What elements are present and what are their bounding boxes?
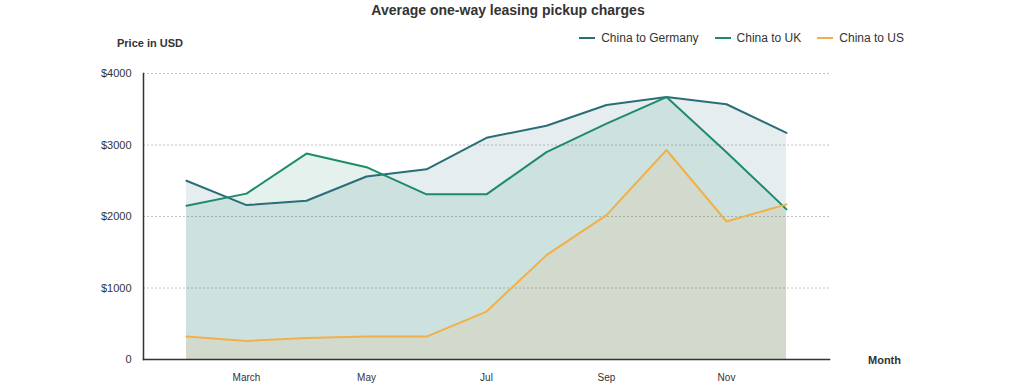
svg-text:Sep: Sep	[598, 372, 616, 383]
html-text:China to US: China to US	[839, 31, 904, 45]
svg-text:0: 0	[125, 353, 131, 365]
svg-text:Jul: Jul	[480, 372, 493, 383]
html-text:China to Germany: China to Germany	[601, 31, 699, 45]
html-text:Average one-way leasing pickup: Average one-way leasing pickup charges	[371, 2, 645, 18]
html-text:Price in USD: Price in USD	[117, 37, 183, 49]
svg-text:Nov: Nov	[718, 372, 736, 383]
svg-text:March: March	[233, 372, 261, 383]
svg-text:$2000: $2000	[101, 210, 132, 222]
html-text:China to UK: China to UK	[736, 31, 802, 45]
html-text:Month: Month	[868, 354, 901, 366]
svg-text:May: May	[357, 372, 376, 383]
svg-text:$1000: $1000	[101, 282, 132, 294]
svg-text:$4000: $4000	[101, 67, 132, 79]
svg-text:$3000: $3000	[101, 139, 132, 151]
